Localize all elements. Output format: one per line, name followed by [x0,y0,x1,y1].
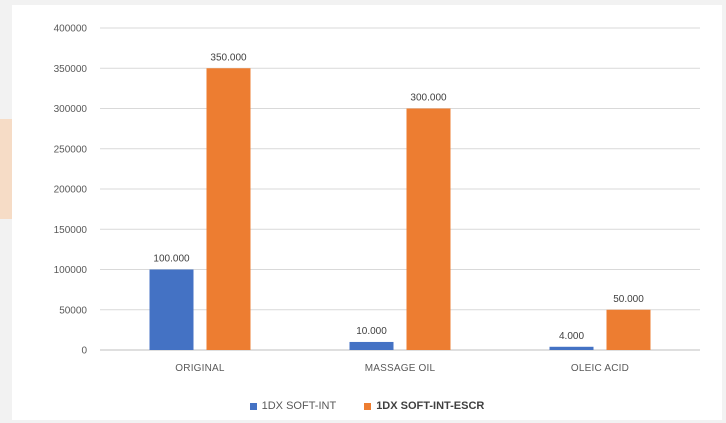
y-tick-label: 300000 [54,104,88,115]
x-tick-label: ORIGINAL [175,363,225,374]
bar [349,341,394,350]
data-label: 300.000 [410,93,447,104]
bars [149,68,651,350]
y-tick-label: 100000 [54,265,88,276]
legend-item-series-1: 1DX SOFT-INT [249,400,337,412]
bar [549,346,594,350]
y-tick-label: 0 [81,346,87,357]
bar [406,108,451,350]
bar-chart: 0 50000 100000 150000 200000 250000 300000 3500… [54,24,700,374]
y-tick-label: 150000 [54,225,88,236]
data-labels: 100.000 350.000 10.000 300.000 4.000 50.000 [153,52,644,342]
legend-swatch-series-2 [364,402,372,410]
data-label: 350.000 [210,52,247,63]
bar [606,309,651,350]
legend-swatch-series-1 [249,402,257,410]
y-axis: 0 50000 100000 150000 200000 250000 300000 3500… [54,24,88,357]
y-tick-label: 200000 [54,185,88,196]
chart-card: 0 50000 100000 150000 200000 250000 300000 3500… [12,5,722,420]
data-label: 100.000 [153,254,190,265]
y-tick-label: 250000 [54,144,88,155]
y-tick-label: 400000 [54,24,88,35]
y-tick-label: 50000 [59,305,87,316]
x-tick-label: MASSAGE OIL [365,363,436,374]
bar [149,269,194,350]
side-tab-decoration [0,119,12,219]
x-axis: ORIGINAL MASSAGE OIL OLEIC ACID [175,363,629,374]
data-label: 4.000 [559,331,584,342]
legend-label-series-1: 1DX SOFT-INT [261,400,337,412]
gridlines [100,27,700,351]
y-tick-label: 350000 [54,64,88,75]
data-label: 10.000 [356,326,387,337]
legend: 1DX SOFT-INT 1DX SOFT-INT-ESCR [12,400,722,412]
legend-item-series-2: 1DX SOFT-INT-ESCR [364,400,484,412]
legend-label-series-2: 1DX SOFT-INT-ESCR [376,400,485,412]
bar [206,68,251,350]
data-label: 50.000 [613,294,644,305]
x-tick-label: OLEIC ACID [571,363,629,374]
